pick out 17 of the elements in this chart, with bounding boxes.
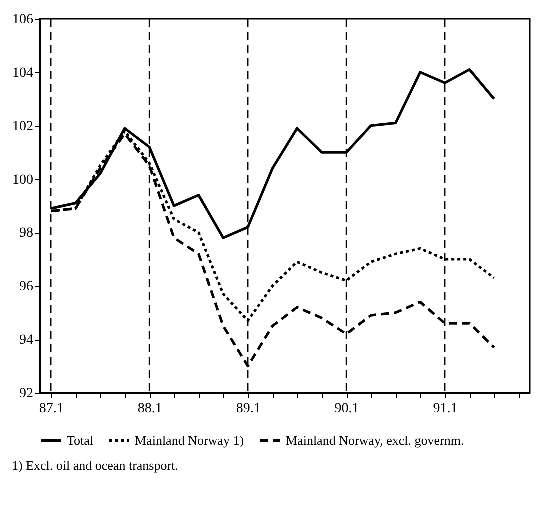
text: 1) Excl. oil and ocean transport. xyxy=(12,458,178,473)
x-tick-label: 91.1 xyxy=(433,402,458,416)
y-tick-label: 98 xyxy=(20,226,34,242)
x-tick-label: 88.1 xyxy=(138,402,162,416)
y-tick-label: 100 xyxy=(12,172,34,188)
y-tick-label: 102 xyxy=(12,119,34,134)
y-tick-label: 94 xyxy=(20,333,34,348)
legend-label: Total xyxy=(67,432,94,448)
x-tick-label: 90.1 xyxy=(334,402,360,416)
y-tick-label: 106 xyxy=(12,12,34,28)
legend-label: Mainland Norway 1) xyxy=(135,432,244,448)
x-tick-label: 89.1 xyxy=(236,402,261,416)
legend-label: Mainland Norway, excl. governm. xyxy=(286,432,464,448)
x-tick-label: 87.1 xyxy=(39,402,64,416)
y-tick-label: 96 xyxy=(20,280,34,295)
y-tick-label: 92 xyxy=(20,386,34,402)
y-tick-label: 104 xyxy=(12,66,34,81)
